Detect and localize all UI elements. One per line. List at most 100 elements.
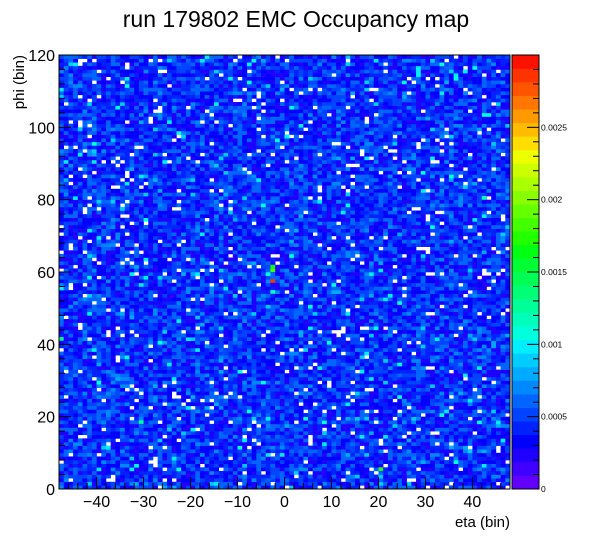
heatmap-cell: [284, 452, 290, 457]
heatmap-cell: [453, 467, 459, 472]
heatmap-cell: [101, 351, 107, 356]
heatmap-cell: [138, 456, 144, 461]
heatmap-cell: [472, 358, 478, 363]
heatmap-cell: [458, 478, 464, 483]
heatmap-cell: [401, 387, 407, 392]
heatmap-cell: [232, 290, 238, 294]
heatmap-cell: [472, 445, 478, 450]
heatmap-cell: [378, 394, 384, 399]
heatmap-cell: [369, 355, 375, 360]
heatmap-cell: [143, 470, 149, 475]
heatmap-cell: [303, 452, 309, 457]
heatmap-cell: [190, 387, 196, 392]
heatmap-cell: [134, 358, 140, 363]
heatmap-cell: [228, 384, 234, 389]
heatmap-cell: [448, 460, 454, 464]
heatmap-cell: [101, 485, 107, 490]
heatmap-cell: [491, 311, 497, 316]
heatmap-cell: [322, 456, 328, 461]
heatmap-cell: [157, 340, 163, 345]
heatmap-cell: [68, 329, 74, 334]
heatmap-cell: [331, 308, 337, 313]
heatmap-cell: [359, 434, 365, 439]
heatmap-cell: [129, 387, 135, 392]
heatmap-cell: [275, 319, 281, 323]
heatmap-cell: [162, 387, 168, 392]
heatmap-cell: [185, 355, 191, 360]
heatmap-cell: [73, 441, 79, 446]
heatmap-cell: [505, 463, 511, 468]
heatmap-cell: [251, 441, 257, 446]
heatmap-cell: [448, 380, 454, 385]
heatmap-cell: [110, 304, 116, 309]
heatmap-cell: [228, 485, 234, 490]
heatmap-cell: [237, 420, 243, 425]
heatmap-cell: [434, 427, 440, 432]
heatmap-cell: [307, 329, 313, 334]
heatmap-cell: [214, 474, 220, 479]
heatmap-cell: [96, 308, 102, 313]
heatmap-cell: [246, 362, 252, 367]
heatmap-cell: [477, 438, 483, 443]
heatmap-cell: [369, 333, 375, 338]
heatmap-cell: [397, 351, 403, 356]
heatmap-cell: [350, 326, 356, 331]
heatmap-cell: [101, 452, 107, 457]
heatmap-cell: [359, 423, 365, 428]
heatmap-cell: [434, 467, 440, 472]
heatmap-cell: [195, 369, 201, 374]
heatmap-cell: [284, 438, 290, 443]
heatmap-cell: [167, 463, 173, 468]
heatmap-cell: [232, 402, 238, 407]
heatmap-cell: [157, 405, 163, 410]
heatmap-cell: [322, 344, 328, 349]
heatmap-cell: [420, 347, 426, 352]
heatmap-cell: [246, 319, 252, 323]
heatmap-cell: [134, 380, 140, 385]
heatmap-cell: [336, 460, 342, 464]
heatmap-cell: [214, 311, 220, 316]
heatmap-cell: [359, 420, 365, 425]
heatmap-cell: [317, 340, 323, 345]
heatmap-cell: [458, 340, 464, 345]
heatmap-cell: [444, 460, 450, 464]
heatmap-cell: [228, 413, 234, 417]
heatmap-cell: [331, 315, 337, 320]
heatmap-cell: [491, 405, 497, 410]
heatmap-cell: [195, 463, 201, 468]
heatmap-cell: [425, 449, 431, 454]
heatmap-cell: [237, 452, 243, 457]
heatmap-cell: [68, 333, 74, 338]
heatmap-cell: [190, 427, 196, 432]
heatmap-cell: [152, 438, 158, 443]
heatmap-cell: [340, 311, 346, 316]
heatmap-cell: [486, 449, 492, 454]
heatmap-cell: [491, 376, 497, 381]
heatmap-cell: [401, 351, 407, 356]
heatmap-cell: [232, 347, 238, 352]
heatmap-cell: [91, 449, 97, 454]
heatmap-cell: [232, 355, 238, 360]
heatmap-cell: [63, 362, 69, 367]
heatmap-cell: [232, 315, 238, 320]
heatmap-cell: [237, 366, 243, 370]
heatmap-cell: [195, 387, 201, 392]
heatmap-cell: [312, 308, 318, 313]
heatmap-cell: [152, 340, 158, 345]
heatmap-cell: [350, 322, 356, 327]
heatmap-cell: [463, 481, 469, 486]
heatmap-cell: [167, 319, 173, 323]
heatmap-cell: [298, 351, 304, 356]
heatmap-cell: [448, 467, 454, 472]
heatmap-cell: [101, 322, 107, 327]
heatmap-cell: [420, 409, 426, 414]
heatmap-cell: [397, 300, 403, 305]
heatmap-cell: [195, 362, 201, 367]
heatmap-cell: [500, 460, 506, 464]
heatmap-cell: [96, 384, 102, 389]
heatmap-cell: [152, 452, 158, 457]
heatmap-cell: [383, 405, 389, 410]
heatmap-cell: [176, 481, 182, 486]
heatmap-cell: [336, 474, 342, 479]
heatmap-cell: [77, 391, 83, 396]
